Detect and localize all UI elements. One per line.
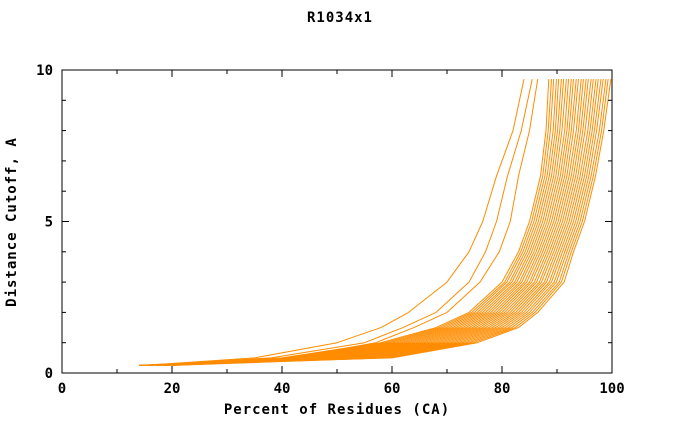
y-tick-label: 5 [45, 215, 53, 231]
series-line [155, 79, 592, 366]
series-line [147, 79, 589, 366]
series-line [155, 79, 579, 366]
series-line [138, 79, 599, 366]
y-axis-label: Distance Cutoff, A [4, 137, 20, 307]
series-line [138, 79, 562, 366]
series-line [138, 79, 574, 366]
x-tick-label: 80 [494, 381, 511, 397]
x-axis-label: Percent of Residues (CA) [224, 402, 450, 418]
series-line [171, 79, 597, 366]
series-line [149, 78, 533, 366]
series-line [163, 79, 607, 366]
series-line [144, 78, 525, 366]
series-line [147, 79, 602, 366]
series-line [147, 79, 577, 366]
series-line [160, 79, 539, 366]
x-tick-label: 40 [274, 381, 291, 397]
series-line [171, 79, 584, 366]
series-line [171, 79, 609, 366]
x-tick-label: 60 [384, 381, 401, 397]
y-tick-label: 0 [45, 366, 53, 382]
series-line [147, 79, 552, 366]
series-line [155, 79, 567, 366]
series-line [138, 79, 587, 366]
series-line [155, 79, 555, 366]
series-line [147, 79, 565, 366]
series-line [163, 79, 594, 366]
y-tick-label: 10 [36, 63, 53, 79]
x-tick-label: 100 [599, 381, 624, 397]
series-line [163, 79, 582, 366]
x-tick-label: 20 [164, 381, 181, 397]
series-line [155, 79, 604, 366]
series-line [171, 79, 572, 366]
x-tick-label: 0 [58, 381, 66, 397]
chart-title: R1034x1 [307, 10, 373, 26]
series-line [163, 79, 570, 366]
series-line [163, 79, 557, 366]
series-line [138, 79, 612, 366]
series-line [171, 79, 560, 366]
